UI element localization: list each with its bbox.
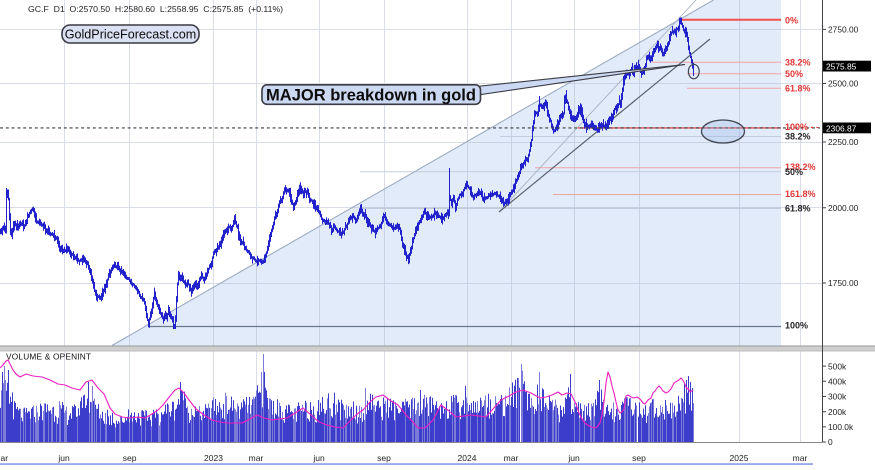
svg-text:2750.00: 2750.00 — [828, 25, 859, 35]
svg-text:GC.F D1 O:2570.50 H:2580.60: GC.F D1 O:2570.50 H:2580.60 L:2558.95 C:… — [28, 4, 283, 14]
svg-text:200k: 200k — [828, 407, 847, 417]
svg-text:mar: mar — [504, 453, 519, 463]
svg-text:2250.00: 2250.00 — [828, 137, 859, 147]
svg-text:MAJOR breakdown in gold: MAJOR breakdown in gold — [266, 86, 476, 104]
svg-text:2024: 2024 — [458, 453, 477, 463]
svg-text:mar: mar — [249, 453, 264, 463]
svg-text:jun: jun — [57, 453, 70, 463]
svg-text:GoldPriceForecast.com: GoldPriceForecast.com — [65, 28, 197, 42]
svg-text:300k: 300k — [828, 392, 847, 402]
svg-text:jun: jun — [567, 453, 580, 463]
svg-text:61.8%: 61.8% — [785, 204, 811, 214]
svg-text:sep: sep — [123, 453, 137, 463]
svg-text:2025: 2025 — [730, 453, 749, 463]
svg-text:138.2%: 138.2% — [785, 162, 816, 172]
svg-text:100%: 100% — [785, 321, 808, 331]
svg-text:VOLUME & OPENINT: VOLUME & OPENINT — [6, 352, 91, 362]
svg-text:ar: ar — [1, 453, 9, 463]
svg-text:2575.85: 2575.85 — [826, 62, 857, 72]
svg-text:500k: 500k — [828, 361, 847, 371]
svg-text:jun: jun — [312, 453, 325, 463]
svg-text:50%: 50% — [785, 69, 803, 79]
svg-text:61.8%: 61.8% — [785, 84, 811, 94]
svg-text:2000.00: 2000.00 — [828, 203, 859, 213]
svg-text:0%: 0% — [785, 16, 798, 26]
svg-text:38.2%: 38.2% — [785, 132, 811, 142]
svg-text:38.2%: 38.2% — [785, 58, 811, 68]
svg-text:sep: sep — [632, 453, 646, 463]
svg-text:2306.87: 2306.87 — [826, 123, 857, 133]
svg-text:2023: 2023 — [204, 453, 223, 463]
svg-text:0: 0 — [828, 437, 833, 447]
svg-text:100% - -: 100% - - — [785, 122, 819, 132]
svg-text:1750.00: 1750.00 — [828, 278, 859, 288]
svg-text:2500.00: 2500.00 — [828, 79, 859, 89]
svg-text:mar: mar — [793, 453, 808, 463]
svg-text:400k: 400k — [828, 377, 847, 387]
svg-text:sep: sep — [377, 453, 391, 463]
svg-text:50%: 50% — [785, 167, 803, 177]
svg-text:100.0k: 100.0k — [828, 422, 854, 432]
svg-text:161.8%: 161.8% — [785, 189, 816, 199]
